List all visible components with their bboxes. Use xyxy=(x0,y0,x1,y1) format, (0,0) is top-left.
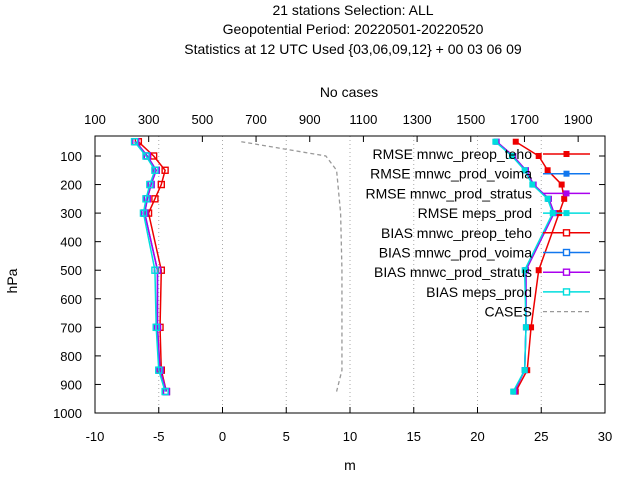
legend-label: BIAS meps_prod xyxy=(426,284,532,300)
y-tick-label: 400 xyxy=(60,235,82,250)
legend-label: RMSE meps_prod xyxy=(418,205,532,221)
data-point xyxy=(146,180,154,189)
x-tick-label: 30 xyxy=(598,429,612,444)
x2-tick-label: 100 xyxy=(84,112,106,127)
data-point xyxy=(151,266,159,274)
chart-title-line-3: Statistics at 12 UTC Used {03,06,09,12} … xyxy=(184,41,522,57)
data-point xyxy=(155,366,163,374)
x2-axis-label: No cases xyxy=(320,84,378,100)
legend-label: BIAS mnwc_preop_teho xyxy=(381,225,532,241)
x2-tick-label: 1900 xyxy=(564,112,593,127)
x2-tick-label: 1100 xyxy=(349,112,377,127)
legend-marker xyxy=(563,210,570,217)
data-series xyxy=(130,138,568,396)
data-point xyxy=(144,209,153,217)
data-point xyxy=(529,181,536,188)
x2-tick-label: 900 xyxy=(299,112,321,127)
x-tick-label: -10 xyxy=(86,429,105,444)
cases-series xyxy=(241,141,343,392)
y-tick-label: 300 xyxy=(60,206,82,221)
data-point xyxy=(544,195,551,202)
data-point xyxy=(558,181,565,188)
series-line-bias-mnwc-preop-teho xyxy=(137,141,168,392)
x-tick-label: 10 xyxy=(343,429,357,444)
chart-title-line-1: 21 stations Selection: ALL xyxy=(272,2,433,18)
legend-label: BIAS mnwc_prod_stratus xyxy=(374,264,532,280)
legend-marker xyxy=(562,248,571,257)
data-point xyxy=(521,167,528,174)
data-point xyxy=(535,152,542,159)
x2-tick-label: 1500 xyxy=(456,112,485,127)
data-point xyxy=(510,388,517,395)
legend-marker xyxy=(563,151,570,157)
data-point xyxy=(508,152,515,159)
legend-marker xyxy=(563,190,570,197)
y-tick-label: 500 xyxy=(60,263,82,278)
series-line-bias-mnwc-prod-stratus xyxy=(135,141,168,392)
data-point xyxy=(512,138,519,145)
data-point xyxy=(157,180,166,189)
chart-title-line-2: Geopotential Period: 20220501-20220520 xyxy=(223,21,484,37)
y-tick-label: 800 xyxy=(60,349,82,364)
legend: RMSE mnwc_preop_teho RMSE mnwc_prod_voima… xyxy=(365,146,590,320)
data-point xyxy=(492,138,499,145)
series-line-bias-meps-prod xyxy=(133,141,166,392)
series-line-rmse-meps-prod xyxy=(494,141,554,392)
x-axis-label: m xyxy=(344,457,356,473)
data-point xyxy=(535,267,542,274)
data-point xyxy=(161,387,169,396)
data-point xyxy=(528,324,535,331)
data-point xyxy=(139,209,148,217)
data-point xyxy=(142,152,150,160)
legend-label: BIAS mnwc_prod_voima xyxy=(379,245,533,261)
data-point xyxy=(130,138,139,146)
data-point xyxy=(521,267,528,274)
series-line-rmse-mnwc-preop-teho xyxy=(515,141,565,392)
chart-title: 21 stations Selection: ALL Geopotential … xyxy=(184,2,522,57)
x-tick-label: -5 xyxy=(153,429,165,444)
y-axis-label: hPa xyxy=(4,268,20,293)
x2-tick-label: 700 xyxy=(245,112,267,127)
legend-label: CASES xyxy=(485,304,532,320)
y-tick-label: 200 xyxy=(60,178,82,193)
x2-tick-label: 500 xyxy=(192,112,214,127)
data-point xyxy=(522,324,529,331)
axes: -10 -5 0 5 10 15 20 25 30 100 200 300 400 500 600 700 80… xyxy=(53,112,612,444)
data-point xyxy=(152,323,160,332)
x-tick-label: 0 xyxy=(219,429,226,444)
y-tick-label: 900 xyxy=(60,377,82,392)
legend-label: RMSE mnwc_prod_voima xyxy=(370,166,532,182)
data-point xyxy=(161,166,169,174)
x-tick-label: 15 xyxy=(407,429,421,444)
data-point xyxy=(151,166,159,174)
x-tick-label: 20 xyxy=(470,429,484,444)
x2-tick-label: 1300 xyxy=(403,112,432,127)
legend-label: RMSE mnwc_preop_teho xyxy=(372,146,532,162)
legend-marker xyxy=(562,268,571,276)
legend-marker xyxy=(563,170,570,177)
x2-tick-label: 1700 xyxy=(510,112,539,127)
legend-marker xyxy=(562,288,571,296)
data-point xyxy=(561,195,568,202)
legend-marker xyxy=(562,229,571,237)
legend-label: RMSE mnwc_prod_stratus xyxy=(365,185,532,201)
x-tick-label: 25 xyxy=(534,429,548,444)
data-point xyxy=(151,195,159,203)
data-point xyxy=(544,167,551,174)
y-tick-label: 100 xyxy=(60,149,82,164)
x2-tick-label: 300 xyxy=(138,112,160,127)
x-tick-label: 5 xyxy=(283,429,290,444)
data-point xyxy=(521,367,528,374)
y-tick-label: 600 xyxy=(60,292,82,307)
y-tick-label: 700 xyxy=(60,320,82,335)
series-line-cases xyxy=(241,141,343,392)
y-tick-label: 1000 xyxy=(53,406,82,421)
data-point xyxy=(142,195,150,203)
